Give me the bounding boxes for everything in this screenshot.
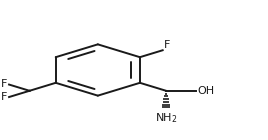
- Text: F: F: [1, 79, 8, 89]
- Text: F: F: [164, 40, 170, 50]
- Text: NH$_2$: NH$_2$: [155, 112, 177, 125]
- Text: F: F: [1, 92, 8, 102]
- Text: OH: OH: [198, 86, 215, 96]
